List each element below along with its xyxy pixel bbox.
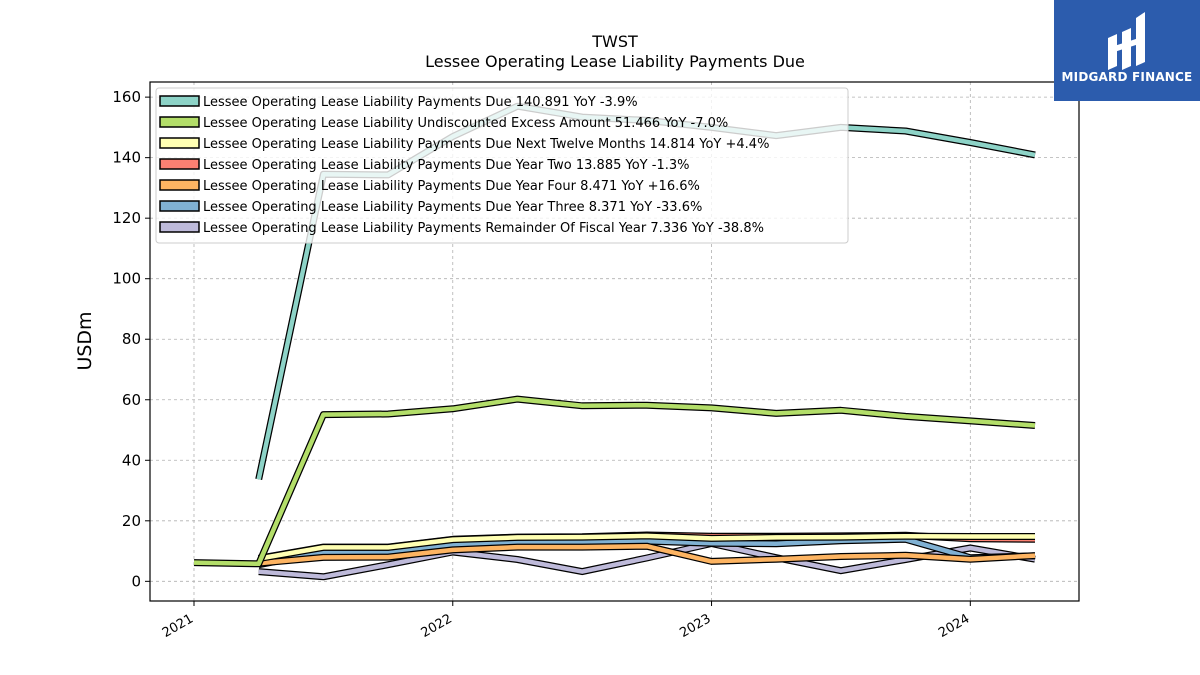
x-tick-label: 2021 — [160, 611, 196, 641]
logo-mark-icon — [1108, 12, 1145, 70]
legend-swatch — [159, 137, 200, 149]
y-tick-label: 140 — [112, 149, 141, 167]
y-axis-label: USDm — [74, 311, 96, 370]
y-axis-ticks: 0 20 40 60 80 100 120 140 160 — [112, 88, 150, 590]
y-tick-label: 120 — [112, 209, 141, 227]
chart-title: TWST — [591, 32, 638, 51]
legend-swatch — [159, 158, 200, 170]
legend-label: Lessee Operating Lease Liability Payment… — [203, 95, 638, 110]
y-tick-label: 60 — [122, 391, 141, 409]
legend-box — [155, 87, 849, 244]
x-axis-ticks: 2021 2022 2023 2024 — [160, 601, 972, 641]
legend-label: Lessee Operating Lease Liability Payment… — [203, 158, 689, 173]
legend-label: Lessee Operating Lease Liability Payment… — [203, 137, 769, 152]
x-tick-label: 2023 — [677, 611, 713, 641]
legend-swatch — [159, 221, 200, 233]
legend-label: Lessee Operating Lease Liability Payment… — [203, 200, 702, 215]
logo-text: MIDGARD FINANCE — [1061, 70, 1193, 84]
legend: Lessee Operating Lease Liability Payment… — [155, 87, 849, 244]
chart-subtitle: Lessee Operating Lease Liability Payment… — [425, 52, 805, 71]
plot-frame — [149, 81, 1080, 602]
series-line — [193, 396, 1036, 567]
legend-swatch — [159, 200, 200, 212]
legend-label: Lessee Operating Lease Liability Undisco… — [203, 116, 728, 131]
legend-swatch — [159, 179, 200, 191]
legend-label: Lessee Operating Lease Liability Payment… — [203, 179, 700, 194]
y-tick-label: 40 — [122, 451, 141, 469]
y-tick-label: 100 — [112, 270, 141, 288]
legend-label: Lessee Operating Lease Liability Payment… — [203, 221, 764, 236]
y-tick-label: 0 — [131, 572, 141, 590]
midgard-finance-logo: MIDGARD FINANCE — [1054, 0, 1200, 101]
y-tick-label: 20 — [122, 512, 141, 530]
legend-swatch — [159, 95, 200, 107]
y-tick-label: 80 — [122, 330, 141, 348]
x-tick-label: 2022 — [419, 611, 455, 641]
y-tick-label: 160 — [112, 88, 141, 106]
x-tick-label: 2024 — [936, 611, 972, 641]
legend-swatch — [159, 116, 200, 128]
